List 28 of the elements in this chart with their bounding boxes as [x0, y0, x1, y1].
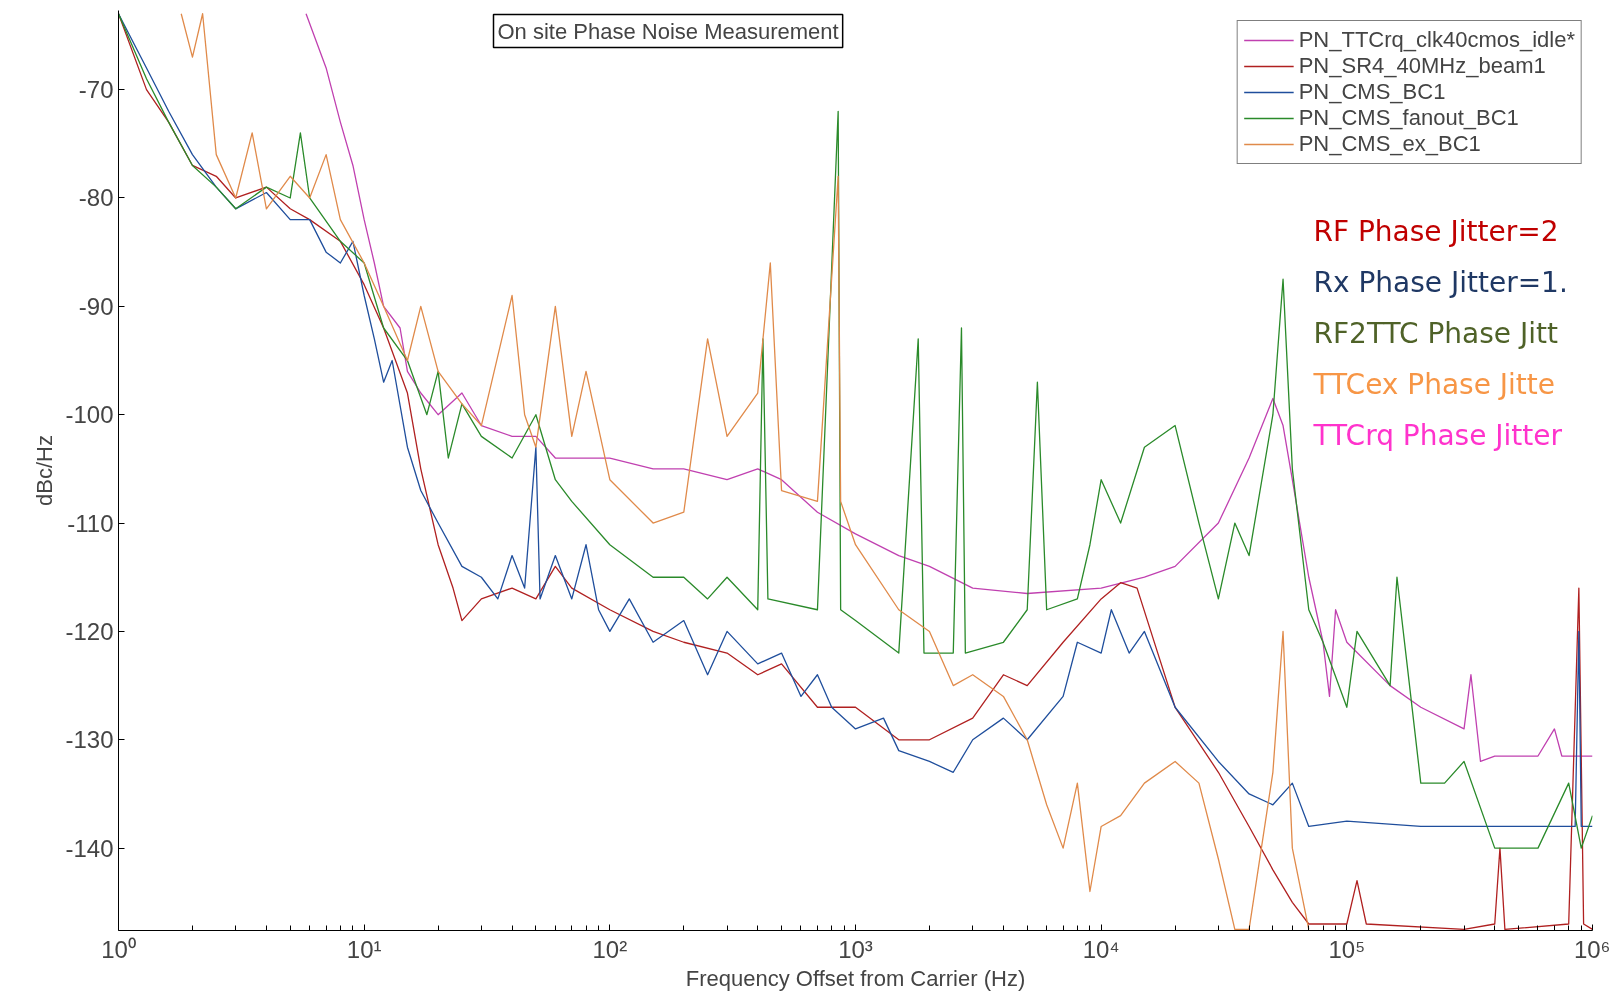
y-tick-label: -100	[65, 401, 114, 429]
y-tick-label: -140	[65, 834, 114, 862]
annotation: TTCrq Phase Jitter	[1312, 418, 1563, 452]
x-tick-label: 10⁴	[1082, 935, 1120, 963]
legend-label: PN_CMS_ex_BC1	[1298, 131, 1481, 157]
legend-label: PN_SR4_40MHz_beam1	[1298, 53, 1546, 79]
annotation: Rx Phase Jitter=1.	[1313, 265, 1568, 299]
y-tick-label: -90	[78, 292, 114, 320]
annotation: RF Phase Jitter=2	[1313, 214, 1559, 248]
y-tick-label: -120	[65, 617, 114, 645]
y-tick-label: -110	[67, 509, 114, 537]
annotation: RF2TTC Phase Jitt	[1313, 316, 1558, 350]
legend-label: PN_CMS_BC1	[1298, 79, 1446, 105]
y-tick-label: -70	[78, 76, 114, 104]
x-tick-label: 10¹	[346, 935, 382, 963]
y-tick-label: -80	[78, 184, 114, 212]
x-tick-label: 10⁵	[1328, 935, 1366, 963]
legend-label: PN_TTCrq_clk40cmos_idle*	[1298, 27, 1575, 53]
x-tick-label: 10³	[838, 935, 873, 963]
x-tick-label: 10⁶	[1573, 935, 1610, 963]
x-tick-label: 10⁰	[101, 935, 136, 963]
chart-title: On site Phase Noise Measurement	[497, 18, 839, 44]
annotation: TTCex Phase Jitte	[1312, 367, 1556, 401]
x-axis-title: Frequency Offset from Carrier (Hz)	[685, 965, 1026, 991]
legend-label: PN_CMS_fanout_BC1	[1298, 105, 1519, 131]
y-axis-title: dBc/Hz	[32, 435, 58, 506]
y-tick-label: -130	[65, 726, 114, 754]
x-tick-label: 10²	[592, 935, 628, 963]
